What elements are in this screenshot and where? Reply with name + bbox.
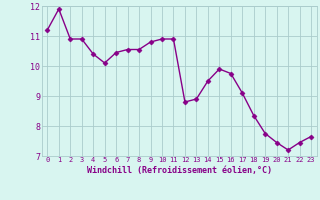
X-axis label: Windchill (Refroidissement éolien,°C): Windchill (Refroidissement éolien,°C) bbox=[87, 166, 272, 175]
